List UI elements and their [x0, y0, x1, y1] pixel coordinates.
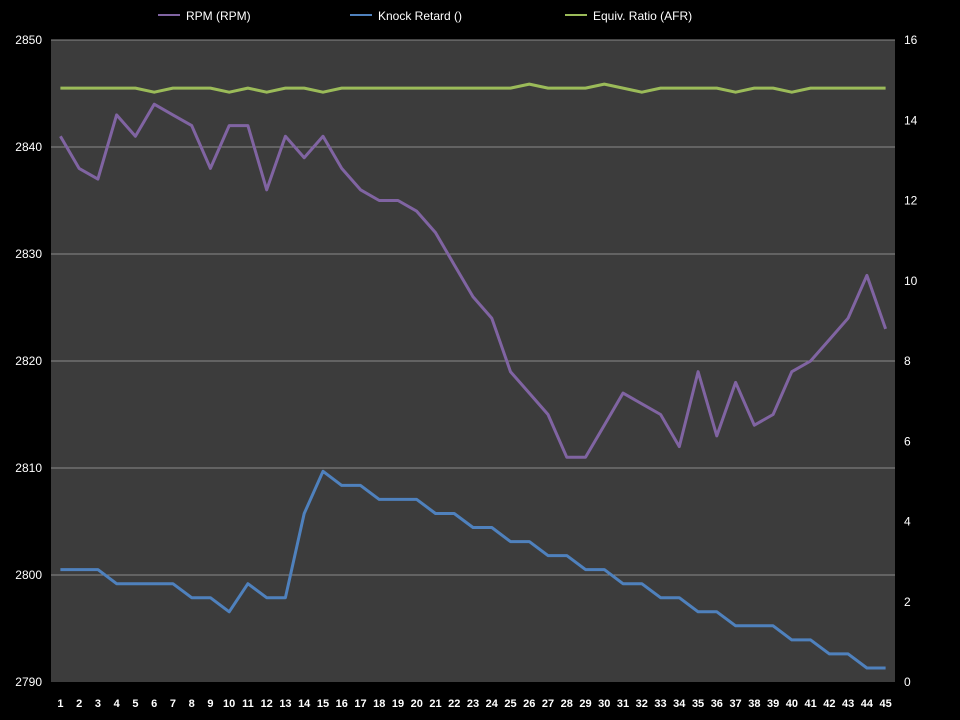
legend-label: Equiv. Ratio (AFR)	[593, 9, 692, 23]
x-tick-label: 25	[504, 698, 516, 710]
x-tick-label: 19	[392, 698, 404, 710]
x-tick-label: 8	[189, 698, 195, 710]
x-tick-label: 13	[279, 698, 291, 710]
x-tick-label: 31	[617, 698, 629, 710]
left-y-axis: 2790 2800 2810 2820 2830 2840 2850	[15, 33, 42, 689]
x-tick-label: 41	[804, 698, 816, 710]
x-tick-label: 43	[842, 698, 854, 710]
x-tick-label: 24	[486, 698, 499, 710]
x-tick-label: 38	[748, 698, 760, 710]
right-tick-label: 6	[904, 434, 911, 448]
series-line-1	[59, 102, 888, 459]
left-tick-label: 2800	[15, 568, 42, 582]
x-tick-label: 3	[95, 698, 101, 710]
x-tick-label: 1	[57, 698, 63, 710]
x-tick-label: 27	[542, 698, 554, 710]
x-tick-label: 28	[561, 698, 573, 710]
x-tick-label: 34	[673, 698, 686, 710]
left-tick-label: 2810	[15, 461, 42, 475]
x-tick-label: 37	[729, 698, 741, 710]
x-tick-label: 5	[132, 698, 138, 710]
x-tick-label: 10	[223, 698, 235, 710]
x-tick-label: 33	[654, 698, 666, 710]
left-tick-label: 2790	[15, 675, 42, 689]
x-tick-label: 16	[336, 698, 348, 710]
left-tick-label: 2840	[15, 140, 42, 154]
right-tick-label: 14	[904, 113, 918, 127]
x-tick-label: 17	[354, 698, 366, 710]
x-tick-label: 11	[242, 698, 254, 710]
x-tick-label: 39	[767, 698, 779, 710]
legend-label: Knock Retard ()	[378, 9, 462, 23]
legend: RPM (RPM) Knock Retard () Equiv. Ratio (AF…	[158, 9, 692, 23]
series-line-2	[60, 469, 886, 670]
x-tick-label: 22	[448, 698, 460, 710]
right-tick-label: 12	[904, 194, 918, 208]
x-tick-label: 15	[317, 698, 329, 710]
x-tick-label: 4	[114, 698, 121, 710]
x-tick-label: 6	[151, 698, 157, 710]
right-tick-label: 0	[904, 675, 911, 689]
x-tick-label: 32	[636, 698, 648, 710]
x-tick-label: 20	[411, 698, 423, 710]
x-tick-label: 40	[786, 698, 798, 710]
x-tick-label: 9	[207, 698, 213, 710]
x-tick-label: 29	[579, 698, 591, 710]
legend-label: RPM (RPM)	[186, 9, 251, 23]
x-tick-label: 45	[879, 698, 891, 710]
x-tick-label: 36	[711, 698, 723, 710]
right-tick-label: 4	[904, 515, 911, 529]
right-tick-label: 16	[904, 33, 918, 47]
x-tick-label: 26	[523, 698, 535, 710]
x-tick-label: 18	[373, 698, 385, 710]
x-tick-label: 12	[261, 698, 273, 710]
x-tick-label: 35	[692, 698, 704, 710]
series-layer	[59, 82, 888, 670]
left-tick-label: 2820	[15, 354, 42, 368]
x-tick-label: 2	[76, 698, 82, 710]
x-tick-label: 42	[823, 698, 835, 710]
right-y-axis: 0 2 4 6 8 10 12 14 16	[904, 33, 918, 689]
right-tick-label: 8	[904, 354, 911, 368]
x-axis: 1 2 3 4 5 6 7 8 9 10 11 12 13 14 15 16 17 18 19 20 21 22 23 24 2…	[57, 698, 891, 710]
left-tick-label: 2850	[15, 33, 42, 47]
right-tick-label: 10	[904, 274, 918, 288]
gridlines	[51, 39, 895, 576]
x-tick-label: 14	[298, 698, 311, 710]
right-tick-label: 2	[904, 595, 911, 609]
x-tick-label: 7	[170, 698, 176, 710]
x-tick-label: 44	[861, 698, 874, 710]
left-tick-label: 2830	[15, 247, 42, 261]
x-tick-label: 21	[429, 698, 441, 710]
x-tick-label: 23	[467, 698, 479, 710]
series-line-3	[60, 82, 886, 94]
x-tick-label: 30	[598, 698, 610, 710]
